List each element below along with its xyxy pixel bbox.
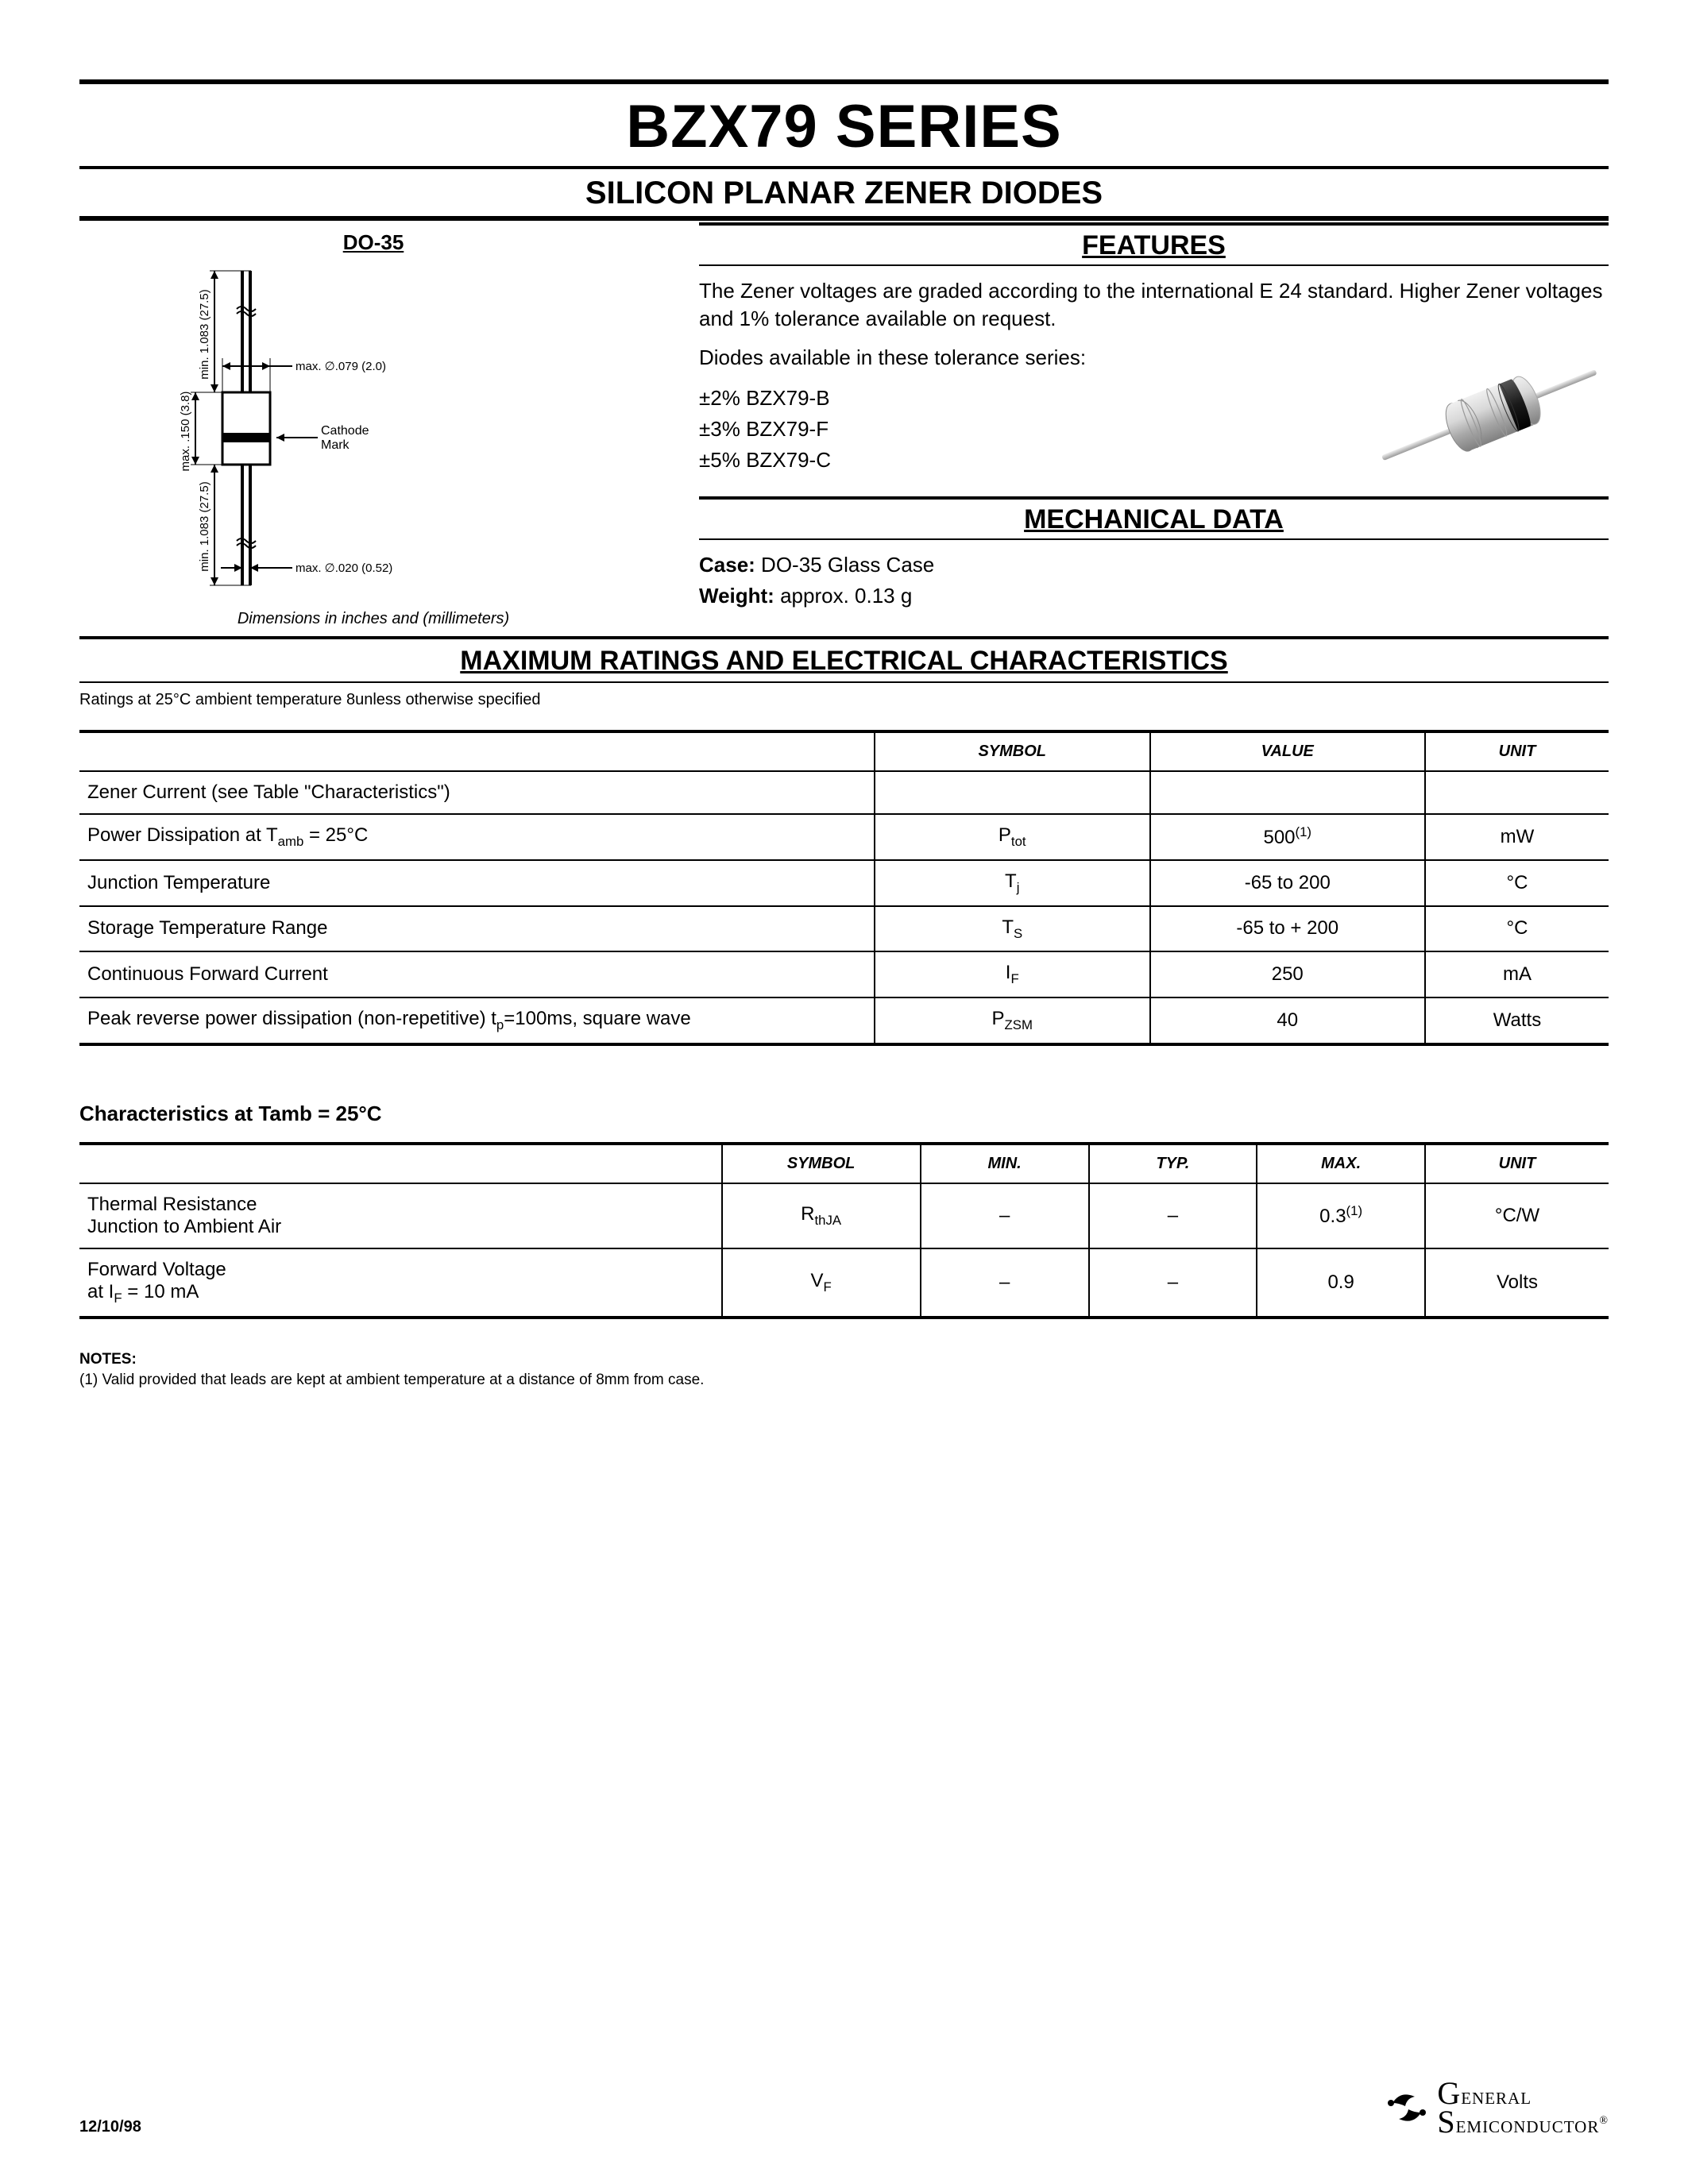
svg-text:Mark: Mark (321, 438, 350, 452)
page-title: BZX79 SERIES (79, 84, 1609, 166)
svg-text:min. 1.083 (27.5): min. 1.083 (27.5) (198, 289, 211, 379)
footer-date: 12/10/98 (79, 2118, 141, 2136)
mech-weight-label: Weight: (699, 584, 774, 608)
ratings-note: Ratings at 25°C ambient temperature 8unl… (79, 683, 1609, 730)
company-name-1: General (1437, 2079, 1609, 2108)
package-label: DO-35 (79, 222, 667, 261)
svg-text:max. ∅.079 (2.0): max. ∅.079 (2.0) (295, 360, 386, 373)
diode-illustration (1370, 344, 1609, 487)
tolerance-c: ±5% BZX79-C (699, 445, 1362, 476)
mech-weight-line: Weight: approx. 0.13 g (699, 581, 1609, 621)
svg-text:Cathode: Cathode (321, 424, 369, 438)
mech-case-val: DO-35 Glass Case (755, 553, 934, 577)
features-para1: The Zener voltages are graded according … (699, 266, 1609, 344)
svg-text:max. ∅.020 (0.52): max. ∅.020 (0.52) (295, 561, 392, 575)
ratings-r0-p: Zener Current (see Table "Characteristic… (79, 771, 875, 814)
ratings-col-symbol: SYMBOL (875, 731, 1150, 771)
package-caption: Dimensions in inches and (millimeters) (79, 599, 667, 628)
table-row: Zener Current (see Table "Characteristic… (79, 771, 1609, 814)
company-name-2: Semiconductor® (1437, 2108, 1609, 2136)
right-column: FEATURES The Zener voltages are graded a… (699, 222, 1609, 628)
table-row: Junction Temperature Tj -65 to 200 °C (79, 860, 1609, 906)
table-row: Thermal ResistanceJunction to Ambient Ai… (79, 1183, 1609, 1248)
table-row: Continuous Forward Current IF 250 mA (79, 951, 1609, 997)
rule-under-subtitle (79, 216, 1609, 221)
mechdata-heading: MECHANICAL DATA (699, 500, 1609, 538)
svg-text:min. 1.083 (27.5): min. 1.083 (27.5) (198, 481, 211, 571)
table-row: Forward Voltageat IF = 10 mA VF – – 0.9 … (79, 1248, 1609, 1318)
mech-weight-val: approx. 0.13 g (774, 584, 912, 608)
characteristics-table: SYMBOL MIN. TYP. MAX. UNIT Thermal Resis… (79, 1142, 1609, 1319)
package-drawing: Cathode Mark max. ∅.079 (2.0) max. ∅.020… (79, 261, 413, 595)
notes-heading: NOTES: (79, 1319, 1609, 1368)
svg-text:max. .150 (3.8): max. .150 (3.8) (179, 392, 192, 472)
footer: 12/10/98 General Semiconductor® (79, 2079, 1609, 2136)
characteristics-heading: Characteristics at Tamb = 25°C (79, 1046, 1609, 1142)
features-heading: FEATURES (699, 226, 1609, 264)
ratings-col-value: VALUE (1150, 731, 1426, 771)
mech-case-label: Case: (699, 553, 755, 577)
page-subtitle: SILICON PLANAR ZENER DIODES (79, 169, 1609, 216)
table-row: Peak reverse power dissipation (non-repe… (79, 997, 1609, 1044)
notes-body: (1) Valid provided that leads are kept a… (79, 1368, 1609, 1389)
package-column: DO-35 Cathode Mark (79, 222, 667, 628)
features-para2: Diodes available in these tolerance seri… (699, 344, 1362, 383)
table-row: Storage Temperature Range TS -65 to + 20… (79, 906, 1609, 952)
mech-case-line: Case: DO-35 Glass Case (699, 540, 1609, 581)
logo-icon (1383, 2084, 1431, 2132)
ratings-table: SYMBOL VALUE UNIT Zener Current (see Tab… (79, 730, 1609, 1046)
tolerance-b: ±2% BZX79-B (699, 383, 1362, 414)
ratings-col-unit: UNIT (1425, 731, 1609, 771)
ratings-r1-p: Power Dissipation at Tamb = 25°C (79, 814, 875, 860)
table-row: Power Dissipation at Tamb = 25°C Ptot 50… (79, 814, 1609, 860)
company-logo: General Semiconductor® (1383, 2079, 1609, 2136)
tolerance-f: ±3% BZX79-F (699, 414, 1362, 445)
ratings-heading: MAXIMUM RATINGS AND ELECTRICAL CHARACTER… (79, 639, 1609, 681)
